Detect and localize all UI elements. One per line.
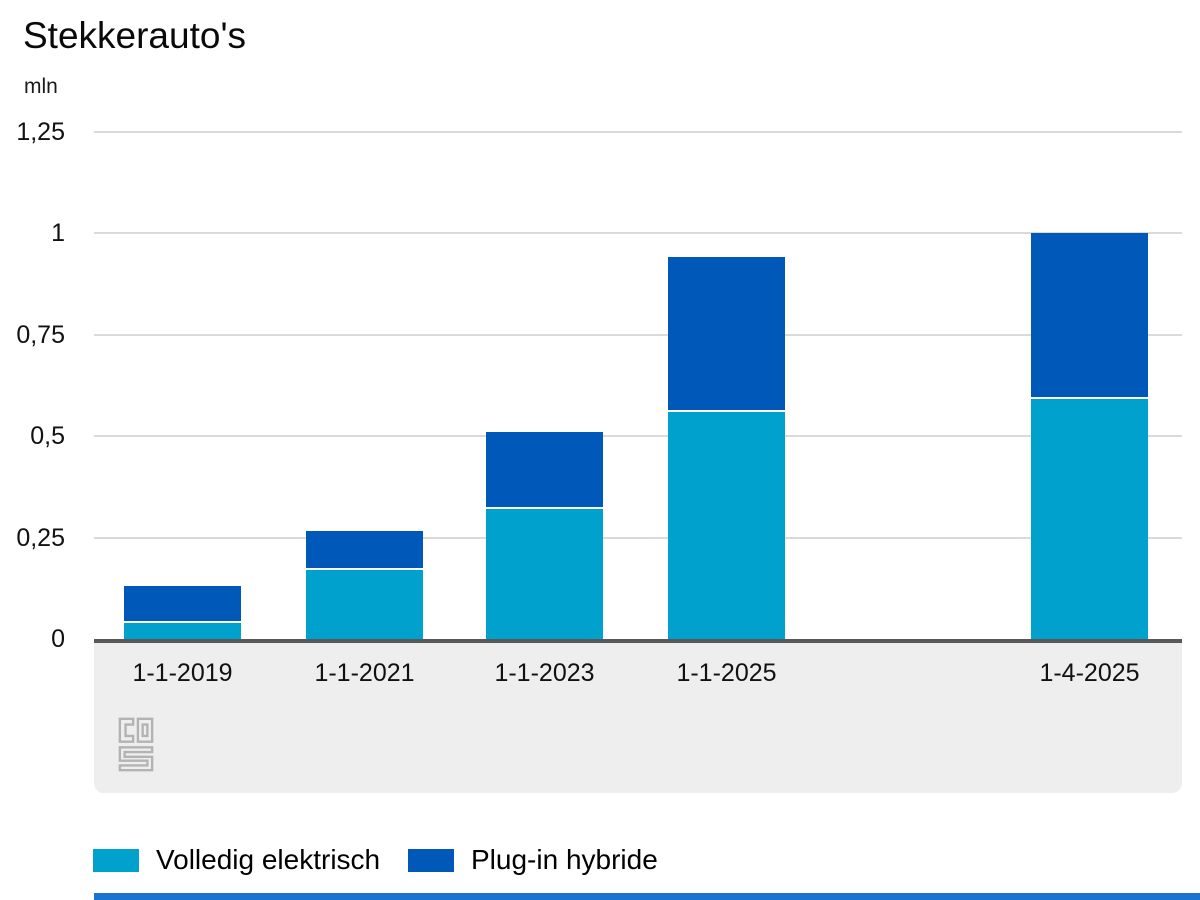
y-axis-tick-label: 0 bbox=[51, 625, 65, 653]
y-axis-tick-label: 0,5 bbox=[30, 422, 65, 450]
gridline bbox=[94, 536, 1182, 539]
y-axis-tick-label: 0,25 bbox=[16, 523, 65, 552]
legend-item-volledig-elektrisch[interactable]: Volledig elektrisch bbox=[93, 846, 380, 874]
bar-segment-volledig-elektrisch bbox=[668, 411, 785, 639]
x-axis-label: 1-1-2023 bbox=[494, 659, 595, 687]
bar-segment-plug-in-hybride bbox=[124, 586, 241, 623]
x-axis-line bbox=[94, 639, 1182, 643]
y-axis-tick-label: 1 bbox=[51, 219, 65, 247]
bar-segment-plug-in-hybride bbox=[1031, 233, 1148, 400]
x-axis-label: 1-1-2019 bbox=[132, 659, 233, 687]
gridline bbox=[94, 333, 1182, 336]
bar-segment-volledig-elektrisch bbox=[124, 622, 241, 639]
bar-segment-plug-in-hybride bbox=[668, 257, 785, 412]
gridline bbox=[94, 130, 1182, 133]
x-axis-band bbox=[94, 643, 1182, 793]
y-axis-unit-label: mln bbox=[24, 75, 58, 98]
y-axis-tick-label: 1,25 bbox=[16, 117, 65, 146]
x-axis-label: 1-1-2021 bbox=[314, 659, 415, 687]
bar-segment-volledig-elektrisch bbox=[486, 509, 603, 639]
legend-label-volledig-elektrisch: Volledig elektrisch bbox=[156, 844, 381, 875]
x-axis-label: 1-4-2025 bbox=[1039, 659, 1140, 687]
legend-swatch-plug-in-hybride bbox=[408, 848, 454, 872]
cbs-logo bbox=[118, 717, 154, 772]
bar-segment-volledig-elektrisch bbox=[1031, 399, 1148, 639]
legend-label-plug-in-hybride: Plug-in hybride bbox=[471, 844, 658, 875]
gridline bbox=[94, 232, 1182, 234]
bar-segment-volledig-elektrisch bbox=[306, 569, 423, 639]
x-axis-label: 1-1-2025 bbox=[676, 659, 777, 687]
y-axis-tick-label: 0,75 bbox=[16, 320, 65, 349]
legend-swatch-volledig-elektrisch bbox=[93, 848, 139, 872]
chart-title: Stekkerauto's bbox=[23, 15, 247, 56]
footer-accent-bar bbox=[94, 893, 1200, 900]
gridline bbox=[94, 435, 1182, 437]
bar-segment-plug-in-hybride bbox=[306, 531, 423, 570]
legend: Volledig elektrisch Plug-in hybride bbox=[0, 846, 1200, 880]
bar-segment-plug-in-hybride bbox=[486, 431, 603, 510]
legend-item-plug-in-hybride[interactable]: Plug-in hybride bbox=[408, 846, 658, 874]
